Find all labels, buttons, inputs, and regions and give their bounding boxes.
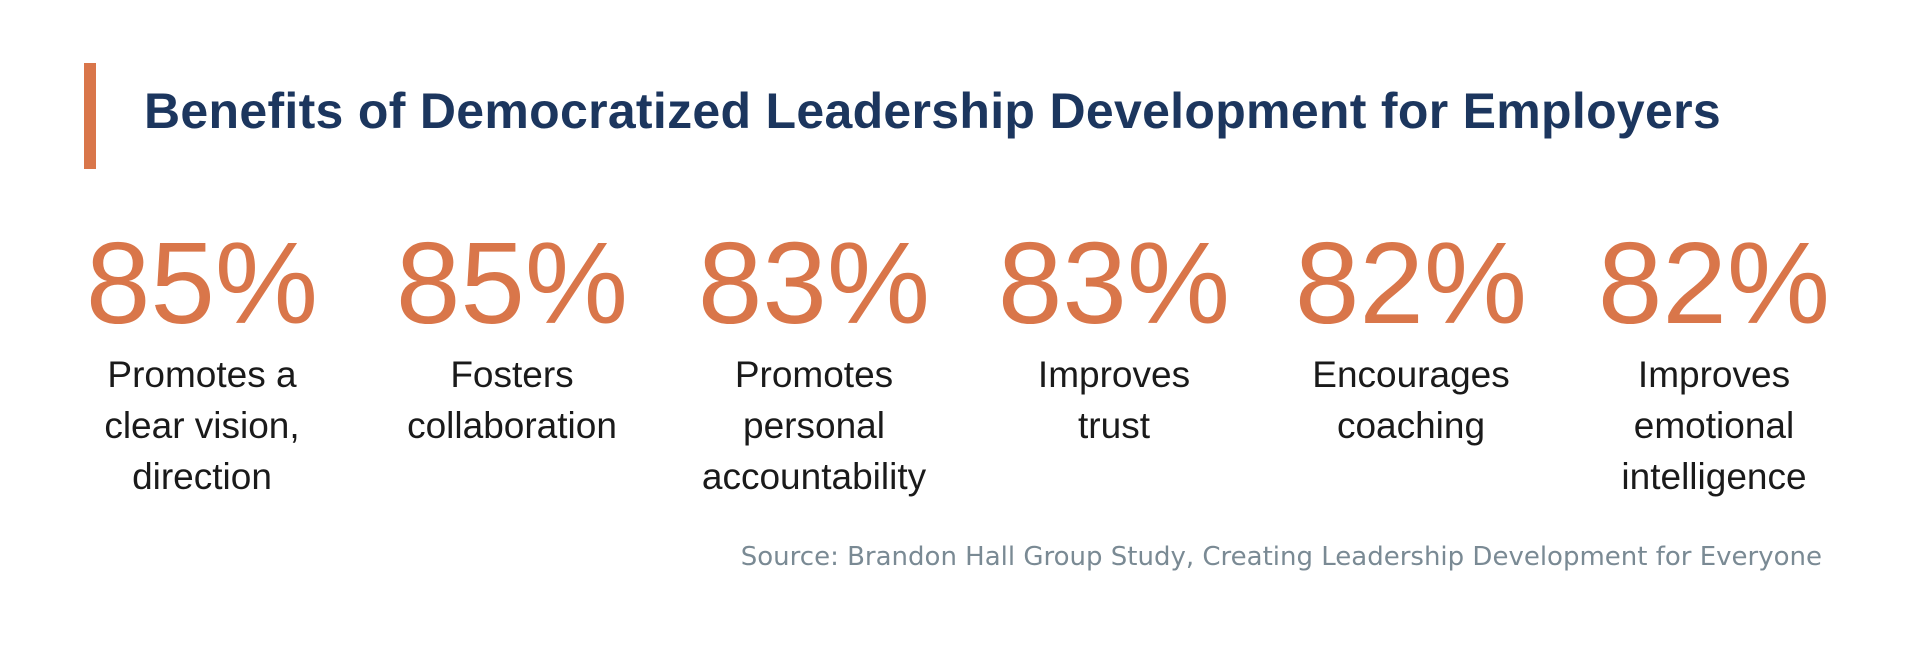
stat-label: Improves trust (1037, 354, 1191, 446)
stat-6: 82% Improves emotional intelligence (1554, 225, 1874, 502)
stat-value: 85% (395, 218, 629, 348)
page-title: Benefits of Democratized Leadership Deve… (144, 83, 1722, 139)
stat-value: 82% (1294, 218, 1528, 348)
stat-2: 85% Fosters collaboration (352, 225, 672, 451)
stat-1: 85% Promotes a clear vision, direction (42, 225, 362, 502)
stat-label: Fosters collaboration (407, 354, 617, 446)
source-note: Source: Brandon Hall Group Study, Creati… (740, 542, 1822, 572)
stat-value: 85% (85, 218, 319, 348)
stat-3: 83% Promotes personal accountability (654, 225, 974, 502)
stat-label: Encourages coaching (1312, 354, 1510, 446)
stat-value: 82% (1597, 218, 1831, 348)
stat-label: Promotes personal accountability (701, 354, 927, 497)
stat-label: Promotes a clear vision, direction (104, 354, 300, 497)
stat-value: 83% (997, 218, 1231, 348)
stat-4: 83% Improves trust (954, 225, 1274, 451)
stat-value: 83% (697, 218, 931, 348)
stat-label: Improves emotional intelligence (1621, 354, 1807, 497)
stat-5: 82% Encourages coaching (1251, 225, 1571, 451)
accent-bar (84, 63, 96, 169)
